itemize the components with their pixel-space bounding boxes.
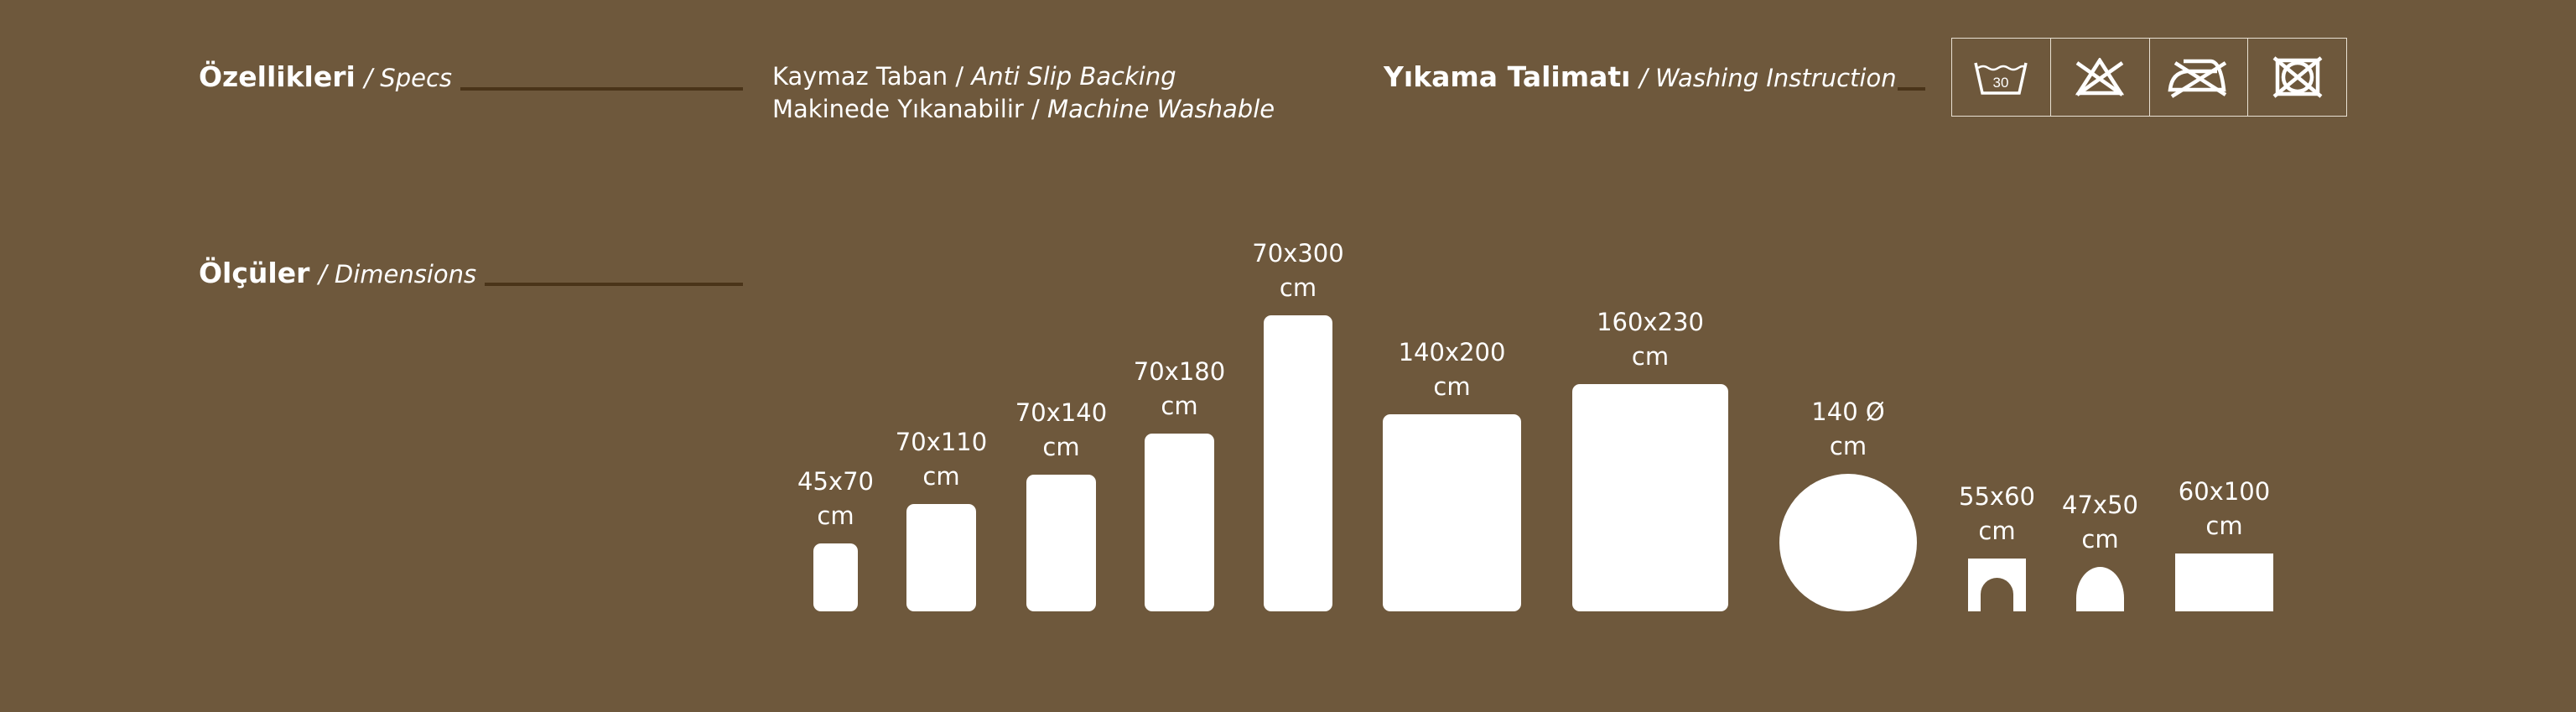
dimension-item: 70x110 cm (870, 425, 1013, 611)
dimension-size-label: 140 Ø (1811, 398, 1885, 426)
dimension-item: 45x70 cm (765, 465, 907, 611)
dimension-unit-label: cm (1279, 273, 1317, 302)
dimension-size-label: 45x70 (797, 467, 874, 496)
dimension-size-label: 70x180 (1133, 357, 1226, 386)
dimension-size-label: 60x100 (2178, 477, 2271, 506)
dimension-unit-label: cm (1978, 517, 2016, 545)
rug-shape-rectangle (1026, 475, 1096, 611)
dimension-unit-label: cm (1042, 433, 1080, 461)
rug-shape-lid-cover (2076, 567, 2124, 611)
dimension-unit-label: cm (1631, 342, 1670, 371)
rug-shape-toilet-contour (1968, 559, 2026, 611)
no-iron-icon (2150, 39, 2249, 116)
dimension-item: 60x100 cm (2153, 475, 2296, 611)
feature-item: Kaymaz Taban / Anti Slip Backing (772, 62, 1176, 91)
dimension-size-label: 70x300 (1252, 239, 1344, 268)
specs-title-en: / Specs (364, 64, 453, 92)
dimensions-title-tr: Ölçüler (199, 257, 310, 289)
no-tumble-dry-icon (2248, 39, 2346, 116)
washing-title-tr: Yıkama Talimatı (1384, 60, 1631, 93)
svg-text:30: 30 (1993, 75, 2009, 91)
dimensions-rule (485, 283, 743, 286)
dimension-unit-label: cm (2081, 525, 2119, 553)
specs-rule (460, 87, 743, 91)
dimensions-title-en: / Dimensions (318, 260, 477, 288)
dimension-size-label: 160x230 (1597, 308, 1704, 336)
washing-rule (1898, 87, 1925, 91)
rug-shape-rectangle (906, 504, 976, 611)
rug-shape-rectangle (1145, 434, 1214, 611)
rug-shape-rectangle (813, 543, 858, 611)
dimension-item: 140x200 cm (1381, 335, 1524, 611)
rug-shape-rectangle (2175, 553, 2273, 611)
dimension-item: 47x50 cm (2029, 488, 2172, 611)
rug-shape-rectangle (1572, 384, 1728, 611)
dimensions-heading: Ölçüler / Dimensions (199, 257, 476, 289)
rug-shape-circle (1779, 474, 1917, 611)
rug-shape-rectangle (1264, 315, 1332, 611)
dimension-unit-label: cm (1829, 432, 1867, 460)
specs-title-tr: Özellikleri (199, 60, 356, 93)
dimension-item: 55x60 cm (1926, 480, 2069, 611)
dimension-unit-label: cm (2205, 512, 2243, 540)
dimension-size-label: 70x140 (1015, 398, 1108, 427)
dimension-item: 70x180 cm (1109, 355, 1251, 611)
features-list: Kaymaz Taban / Anti Slip Backing Makined… (772, 60, 1275, 126)
washing-icons: 30 (1951, 38, 2347, 117)
no-bleach-icon (2051, 39, 2150, 116)
dimension-unit-label: cm (1433, 372, 1471, 401)
wash-30-icon: 30 (1952, 39, 2051, 116)
dimension-unit-label: cm (817, 502, 854, 530)
contour-cutout (1981, 578, 2013, 611)
washing-title-en: / Washing Instruction (1639, 64, 1897, 92)
dimension-size-label: 47x50 (2062, 491, 2138, 519)
dimension-size-label: 55x60 (1959, 482, 2035, 511)
washing-heading: Yıkama Talimatı / Washing Instruction (1384, 60, 1897, 93)
dimension-size-label: 70x110 (895, 428, 988, 456)
dimension-unit-label: cm (1161, 392, 1198, 420)
dimension-item: 70x300 cm (1227, 236, 1369, 611)
rug-shape-rectangle (1383, 414, 1521, 611)
dimension-item: 70x140 cm (990, 396, 1133, 611)
dimension-item: 160x230 cm (1572, 305, 1728, 611)
feature-item: Makinede Yıkanabilir / Machine Washable (772, 95, 1275, 123)
specs-heading: Özellikleri / Specs (199, 60, 452, 93)
dimension-unit-label: cm (922, 462, 960, 491)
dimension-item: 140 Ø cm (1777, 395, 1919, 611)
dimension-size-label: 140x200 (1398, 338, 1506, 366)
